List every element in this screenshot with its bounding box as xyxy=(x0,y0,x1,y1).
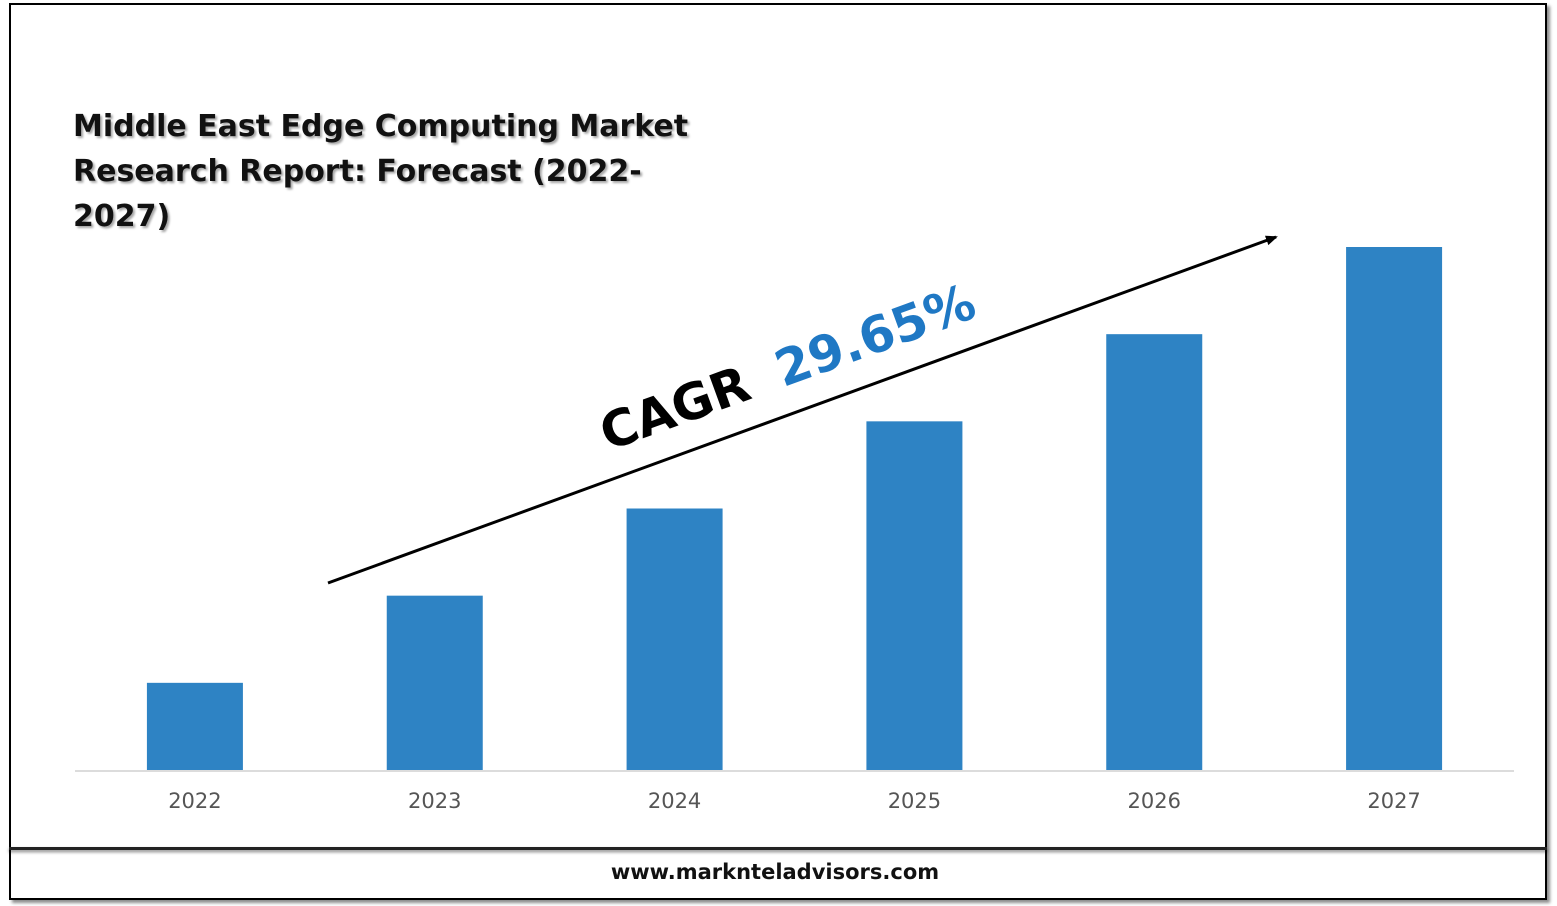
x-tick-label-2023: 2023 xyxy=(408,789,461,813)
x-tick-label-2024: 2024 xyxy=(648,789,701,813)
x-tick-label-2026: 2026 xyxy=(1128,789,1181,813)
footer-divider xyxy=(9,847,1547,850)
bar-2024 xyxy=(626,508,723,770)
cagr-value: 29.65% xyxy=(767,273,983,399)
x-tick-label-2022: 2022 xyxy=(168,789,221,813)
bar-2027 xyxy=(1346,247,1443,770)
x-tick-label-2027: 2027 xyxy=(1367,789,1420,813)
x-tick-label-2025: 2025 xyxy=(888,789,941,813)
footer-website: www.marknteladvisors.com xyxy=(610,860,940,884)
chart-title: Middle East Edge Computing Market Resear… xyxy=(73,109,689,234)
bars-group xyxy=(146,247,1443,770)
cagr-label: CAGR xyxy=(592,355,757,462)
chart-frame xyxy=(9,3,1547,900)
bar-2026 xyxy=(1106,334,1203,770)
bar-2023 xyxy=(386,595,483,770)
trend-arrow xyxy=(327,235,1278,585)
x-tick-labels-group: 2022 2023 2024 2025 2026 2027 xyxy=(168,789,1421,813)
bar-2025 xyxy=(866,421,963,770)
bar-2022 xyxy=(146,682,243,770)
